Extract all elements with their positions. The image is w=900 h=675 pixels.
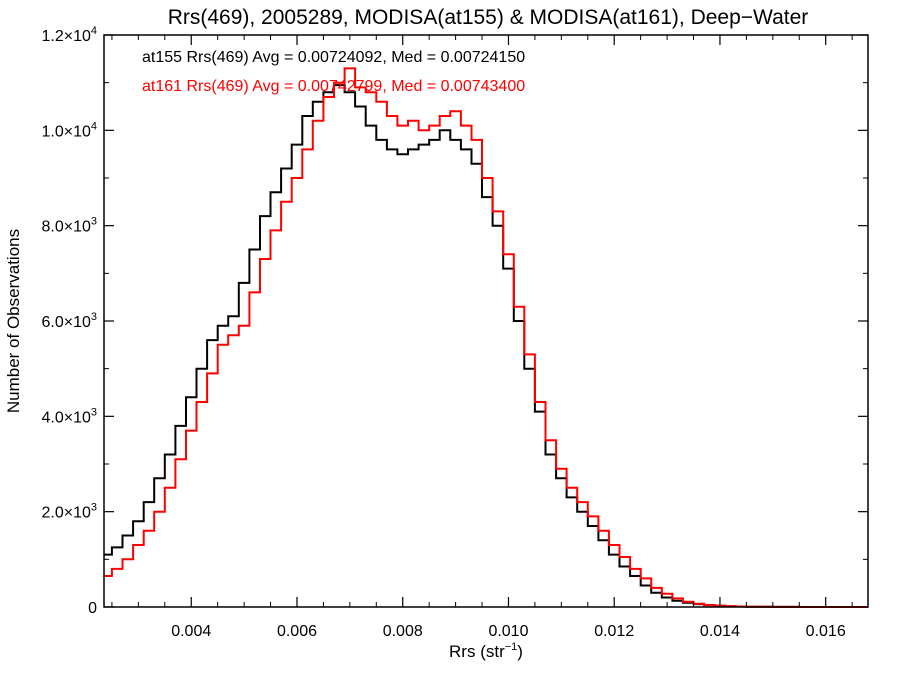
y-tick-label: 1.2×104 — [41, 25, 97, 45]
y-tick-label: 6.0×103 — [41, 311, 97, 331]
x-tick-label: 0.010 — [488, 623, 528, 640]
series-layer — [104, 67, 868, 608]
legend-annotation-1: at155 Rrs(469) Avg = 0.00724092, Med = 0… — [142, 49, 525, 66]
histogram-series-1 — [104, 84, 868, 608]
histogram-series-2 — [104, 67, 868, 608]
y-tick-label: 4.0×103 — [41, 406, 97, 426]
x-tick-label: 0.008 — [383, 623, 423, 640]
legend-annotations: at155 Rrs(469) Avg = 0.00724092, Med = 0… — [142, 49, 525, 95]
x-tick-label: 0.004 — [171, 623, 211, 640]
y-tick-label: 8.0×103 — [41, 216, 97, 236]
x-axis-label: Rrs (str−1) — [449, 641, 523, 661]
y-tick-label: 1.0×104 — [41, 120, 97, 140]
tick-layer: 0.004 0.006 0.008 0.010 0.012 0.014 0.016 0 2.0×… — [41, 25, 868, 640]
chart-title: Rrs(469), 2005289, MODISA(at155) & MODIS… — [168, 6, 809, 29]
y-tick-label: 2.0×103 — [41, 502, 97, 522]
x-tick-label: 0.014 — [700, 623, 740, 640]
x-tick-label: 0.006 — [277, 623, 317, 640]
plot-frame — [103, 34, 869, 608]
legend-annotation-2: at161 Rrs(469) Avg = 0.00742799, Med = 0… — [142, 78, 525, 95]
x-tick-label: 0.012 — [594, 623, 634, 640]
y-axis-label: Number of Observations — [4, 229, 23, 413]
x-tick-label: 0.016 — [806, 623, 846, 640]
y-tick-label: 0 — [88, 600, 97, 617]
